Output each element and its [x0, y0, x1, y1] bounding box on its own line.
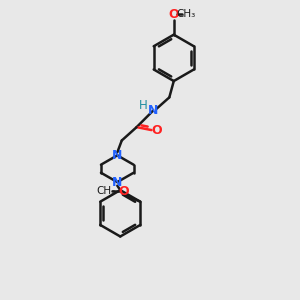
Text: O: O: [152, 124, 162, 136]
Text: O: O: [119, 185, 129, 198]
Text: CH₃: CH₃: [96, 186, 115, 196]
Text: O: O: [169, 8, 179, 21]
Text: H: H: [139, 99, 148, 112]
Text: N: N: [112, 176, 122, 189]
Text: N: N: [148, 104, 158, 117]
Text: N: N: [112, 149, 122, 162]
Text: CH₃: CH₃: [177, 10, 196, 20]
